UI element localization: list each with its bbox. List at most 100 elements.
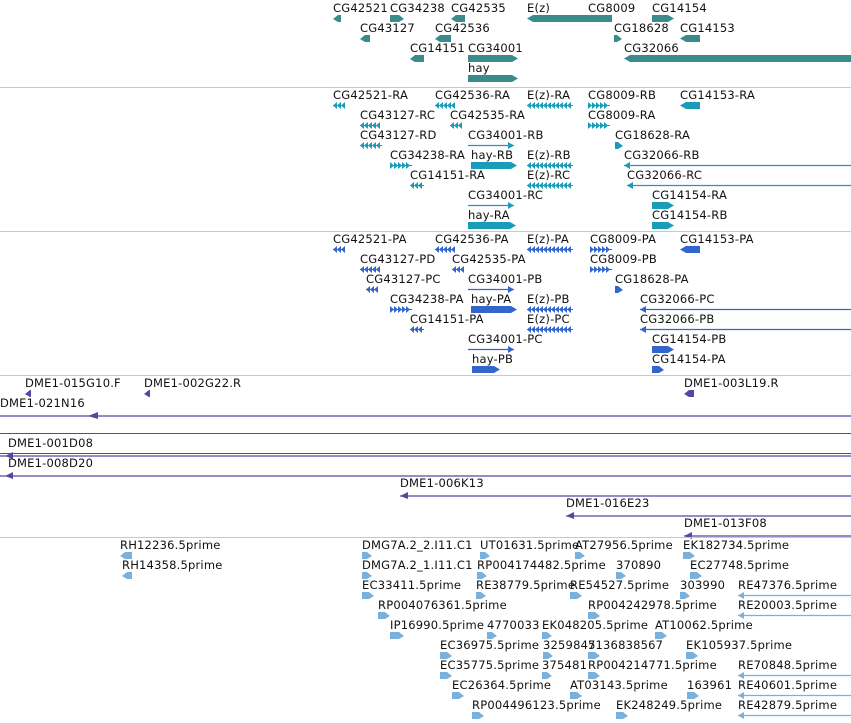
feature-label[interactable]: EK182734.5prime [683, 538, 790, 552]
feature-glyph[interactable] [360, 142, 388, 149]
feature-label[interactable]: CG18628-RA [615, 128, 691, 142]
feature-label[interactable]: DME1-016E23 [566, 496, 650, 510]
feature-cg34001-rc[interactable]: CG34001-RC [0, 189, 851, 209]
feature-dme1-021n16[interactable]: DME1-021N16 [0, 397, 851, 419]
feature-glyph[interactable] [410, 182, 430, 189]
feature-glyph[interactable] [472, 366, 506, 373]
feature-cg8009-pb[interactable]: CG8009-PB [0, 253, 851, 273]
feature-cg34001-rb[interactable]: CG34001-RB [0, 129, 851, 149]
feature-label[interactable]: E(z) [527, 1, 551, 15]
feature-glyph[interactable] [588, 102, 616, 109]
feature-rh14358-5prime[interactable]: RH14358.5prime [0, 559, 851, 579]
feature-glyph[interactable] [144, 390, 156, 397]
feature-303990[interactable]: 303990 [0, 579, 851, 599]
feature-label[interactable]: 303990 [680, 578, 726, 592]
feature-cg14153[interactable]: CG14153 [0, 22, 851, 42]
feature-label[interactable]: hay [468, 61, 490, 75]
feature-cg32066-rb[interactable]: CG32066-RB [0, 149, 851, 169]
feature-label[interactable]: CG32066-RB [624, 148, 700, 162]
feature-label[interactable]: DME1-008D20 [8, 456, 94, 470]
feature-ec26364-5prime[interactable]: EC26364.5prime [0, 679, 851, 699]
feature-label[interactable]: CG14154 [652, 1, 707, 15]
feature-glyph[interactable] [652, 366, 670, 373]
feature-glyph[interactable] [468, 346, 520, 353]
feature-cg34238-ra[interactable]: CG34238-RA [0, 149, 851, 169]
feature-at27956-5prime[interactable]: AT27956.5prime [0, 539, 851, 559]
feature-glyph[interactable] [468, 75, 524, 82]
feature-glyph[interactable] [588, 652, 606, 659]
feature-label[interactable]: 375481 [542, 658, 588, 672]
feature-label[interactable]: CG34001-RC [468, 188, 544, 202]
feature-re70848-5prime[interactable]: RE70848.5prime [0, 659, 851, 679]
feature-label[interactable]: RP004214771.5prime [588, 658, 717, 672]
feature-glyph[interactable] [680, 246, 706, 253]
feature-glyph[interactable] [624, 162, 851, 169]
feature-glyph[interactable] [480, 552, 496, 559]
feature-label[interactable]: hay-PB [472, 352, 514, 366]
feature-cg14151[interactable]: CG14151 [0, 42, 851, 62]
feature-label[interactable]: CG42536-RA [435, 88, 511, 102]
feature-dme1-008d20[interactable]: DME1-008D20 [0, 456, 851, 479]
feature-label[interactable]: CG43127-RC [360, 108, 436, 122]
feature-label[interactable]: CG34238-PA [390, 292, 464, 306]
feature-label[interactable]: CG43127-RD [360, 128, 437, 142]
feature-label[interactable]: CG34001 [468, 41, 523, 55]
feature-label[interactable]: AT03143.5prime [570, 678, 668, 692]
feature-label[interactable]: CG14151-RA [410, 168, 486, 182]
feature-glyph[interactable] [366, 286, 384, 293]
feature-glyph[interactable] [680, 592, 696, 599]
feature-label[interactable]: E(z)-RC [527, 168, 571, 182]
feature-glyph[interactable] [468, 142, 520, 149]
feature-label[interactable]: DME1-003L19.R [684, 376, 779, 390]
feature-glyph[interactable] [471, 162, 523, 169]
feature-label[interactable]: CG42521-PA [333, 232, 407, 246]
feature-label[interactable]: CG14154-RA [652, 188, 728, 202]
feature-glyph[interactable] [652, 15, 680, 22]
feature-cg14154-ra[interactable]: CG14154-RA [0, 189, 851, 209]
feature-label[interactable]: 3259845 [543, 638, 596, 652]
feature-label[interactable]: CG42535-PA [452, 252, 526, 266]
feature-ec36975-5prime[interactable]: EC36975.5prime [0, 639, 851, 659]
feature-label[interactable]: RH12236.5prime [120, 538, 221, 552]
feature-hay-rb[interactable]: hay-RB [0, 149, 851, 169]
feature-glyph[interactable] [588, 672, 606, 679]
feature-label[interactable]: CG32066-PC [640, 292, 715, 306]
feature-glyph[interactable] [652, 222, 680, 229]
feature-glyph[interactable] [410, 326, 430, 333]
feature-label[interactable]: CG8009-RB [588, 88, 657, 102]
feature-glyph[interactable] [362, 572, 378, 579]
feature-glyph[interactable] [122, 572, 138, 579]
feature-label[interactable]: 163961 [687, 678, 733, 692]
feature-glyph[interactable] [435, 35, 457, 42]
feature-dme1-015g10-f[interactable]: DME1-015G10.F [0, 377, 851, 397]
feature-label[interactable]: DME1-001D08 [8, 436, 94, 450]
feature-hay-pa[interactable]: hay-PA [0, 293, 851, 313]
feature-label[interactable]: CG32066 [624, 41, 679, 55]
feature-glyph[interactable] [471, 306, 523, 313]
feature-glyph[interactable] [527, 326, 579, 333]
feature-glyph[interactable] [624, 55, 851, 62]
feature-label[interactable]: CG14154-PB [652, 332, 727, 346]
feature-cg34238[interactable]: CG34238 [0, 2, 851, 22]
feature-label[interactable]: hay-RA [468, 208, 510, 222]
feature-label[interactable]: hay-RB [471, 148, 514, 162]
feature-glyph[interactable] [333, 15, 347, 22]
feature-cg14153-ra[interactable]: CG14153-RA [0, 89, 851, 109]
feature-re40601-5prime[interactable]: RE40601.5prime [0, 679, 851, 699]
feature-cg43127-pd[interactable]: CG43127-PD [0, 253, 851, 273]
feature-label[interactable]: DMG7A.2_1.I11.C1 [362, 558, 473, 572]
feature-label[interactable]: 4770033 [487, 618, 540, 632]
feature-rp004174482-5prime[interactable]: RP004174482.5prime [0, 559, 851, 579]
feature-dmg7a-2-2-i11-c1[interactable]: DMG7A.2_2.I11.C1 [0, 539, 851, 559]
feature-cg8009[interactable]: CG8009 [0, 2, 851, 22]
feature-label[interactable]: CG18628 [614, 21, 669, 35]
feature-glyph[interactable] [738, 672, 851, 679]
feature-cg14151-ra[interactable]: CG14151-RA [0, 169, 851, 189]
feature-glyph[interactable] [542, 632, 558, 639]
feature-cg32066-pc[interactable]: CG32066-PC [0, 293, 851, 313]
feature-glyph[interactable] [527, 162, 579, 169]
feature-label[interactable]: EC35775.5prime [440, 658, 540, 672]
feature-glyph[interactable] [120, 552, 138, 559]
feature-glyph[interactable] [614, 35, 628, 42]
feature-cg43127-pc[interactable]: CG43127-PC [0, 273, 851, 293]
